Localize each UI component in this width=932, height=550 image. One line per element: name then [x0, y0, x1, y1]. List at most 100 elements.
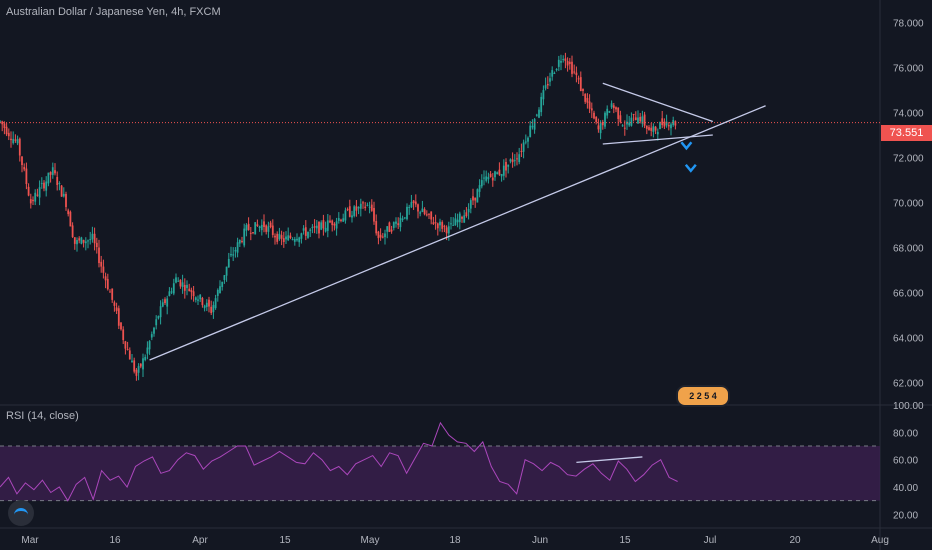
candle-body: [14, 139, 17, 141]
time-tick-label: Jul: [704, 535, 717, 546]
candle-body: [445, 227, 448, 234]
rsi-band: [0, 446, 880, 501]
candle-body: [60, 185, 63, 197]
candle-body: [307, 231, 309, 238]
candle-body: [95, 242, 98, 248]
candle-body: [282, 238, 285, 242]
candle-body: [199, 294, 202, 300]
candle-body: [485, 176, 488, 181]
candle-body: [155, 319, 158, 326]
candle-body: [478, 185, 481, 192]
price-tick-label: 74.000: [893, 109, 924, 120]
candle-body: [656, 131, 659, 135]
candle-body: [571, 61, 573, 74]
candle-body: [175, 277, 177, 283]
candle-body: [599, 122, 602, 134]
candle-body: [65, 193, 67, 208]
candle-body: [516, 158, 518, 160]
candle-body: [238, 239, 241, 244]
candle-body: [604, 112, 606, 127]
candle-body: [47, 172, 50, 184]
candle-body: [192, 291, 195, 297]
candle-body: [355, 206, 358, 211]
candle-body: [98, 247, 100, 264]
candle-body: [650, 127, 653, 131]
candle-body: [3, 123, 6, 129]
candle-body: [67, 210, 70, 215]
candle-body: [117, 308, 120, 326]
candle-body: [524, 141, 527, 143]
candle-body: [397, 223, 400, 226]
candle-body: [276, 233, 279, 242]
rsi-tick-label: 40.00: [893, 483, 918, 494]
candle-body: [489, 173, 492, 177]
rsi-line: [0, 421, 678, 502]
candle-body: [313, 226, 316, 228]
down-arrow-icon: [680, 141, 693, 151]
candle-body: [91, 233, 94, 240]
candle-body: [29, 199, 32, 204]
candle-body: [667, 125, 670, 127]
candle-body: [531, 125, 534, 128]
candle-body: [153, 327, 155, 334]
candle-body: [436, 223, 439, 229]
candle-body: [621, 125, 624, 127]
candle-body: [115, 307, 118, 311]
candle-body: [159, 306, 162, 318]
rsi-trendline: [576, 456, 643, 464]
candle-body: [214, 298, 217, 309]
candle-body: [49, 172, 52, 175]
candle-body: [529, 125, 532, 137]
candle-body: [608, 111, 611, 113]
candle-body: [513, 160, 516, 162]
candle-body: [166, 298, 169, 307]
candle-body: [201, 298, 204, 306]
candle-body: [263, 221, 265, 227]
candle-body: [439, 221, 441, 226]
candle-body: [434, 222, 437, 224]
candle-body: [505, 162, 507, 171]
candle-body: [643, 114, 646, 126]
news-badge[interactable]: 2 2 5 4: [676, 385, 730, 407]
candle-body: [172, 283, 175, 294]
candle-body: [203, 305, 206, 309]
candle-body: [542, 90, 545, 100]
candle-body: [93, 233, 96, 244]
time-tick-label: 15: [279, 535, 291, 546]
candle-body: [291, 239, 294, 241]
candle-body: [544, 85, 547, 89]
candle-body: [109, 291, 111, 293]
candle-body: [71, 225, 74, 238]
candle-body: [245, 224, 248, 231]
candle-body: [392, 222, 395, 228]
candle-body: [124, 341, 127, 349]
candle-body: [634, 117, 637, 120]
time-tick-label: Mar: [21, 535, 39, 546]
candle-body: [430, 211, 433, 220]
candle-body: [527, 137, 529, 142]
candle-body: [300, 233, 303, 239]
candle-body: [241, 240, 243, 242]
candle-body: [612, 105, 615, 109]
candle-body: [630, 117, 633, 126]
candle-body: [568, 61, 571, 65]
candle-body: [381, 236, 384, 238]
candle-body: [423, 209, 426, 215]
candle-body: [362, 202, 364, 204]
candle-body: [342, 218, 345, 222]
candle-body: [637, 117, 639, 124]
candle-body: [258, 226, 261, 228]
price-tick-label: 68.000: [893, 244, 924, 255]
tradingview-logo-icon[interactable]: [8, 500, 34, 526]
candle-body: [144, 356, 147, 361]
candle-body: [452, 224, 455, 226]
candle-body: [324, 227, 327, 232]
candle-body: [597, 125, 600, 130]
candle-body: [507, 164, 510, 167]
candle-body: [27, 186, 30, 196]
price-tick-label: 62.000: [893, 379, 924, 390]
time-tick-label: May: [361, 535, 380, 546]
candle-body: [588, 101, 591, 109]
candle-body: [87, 240, 89, 242]
